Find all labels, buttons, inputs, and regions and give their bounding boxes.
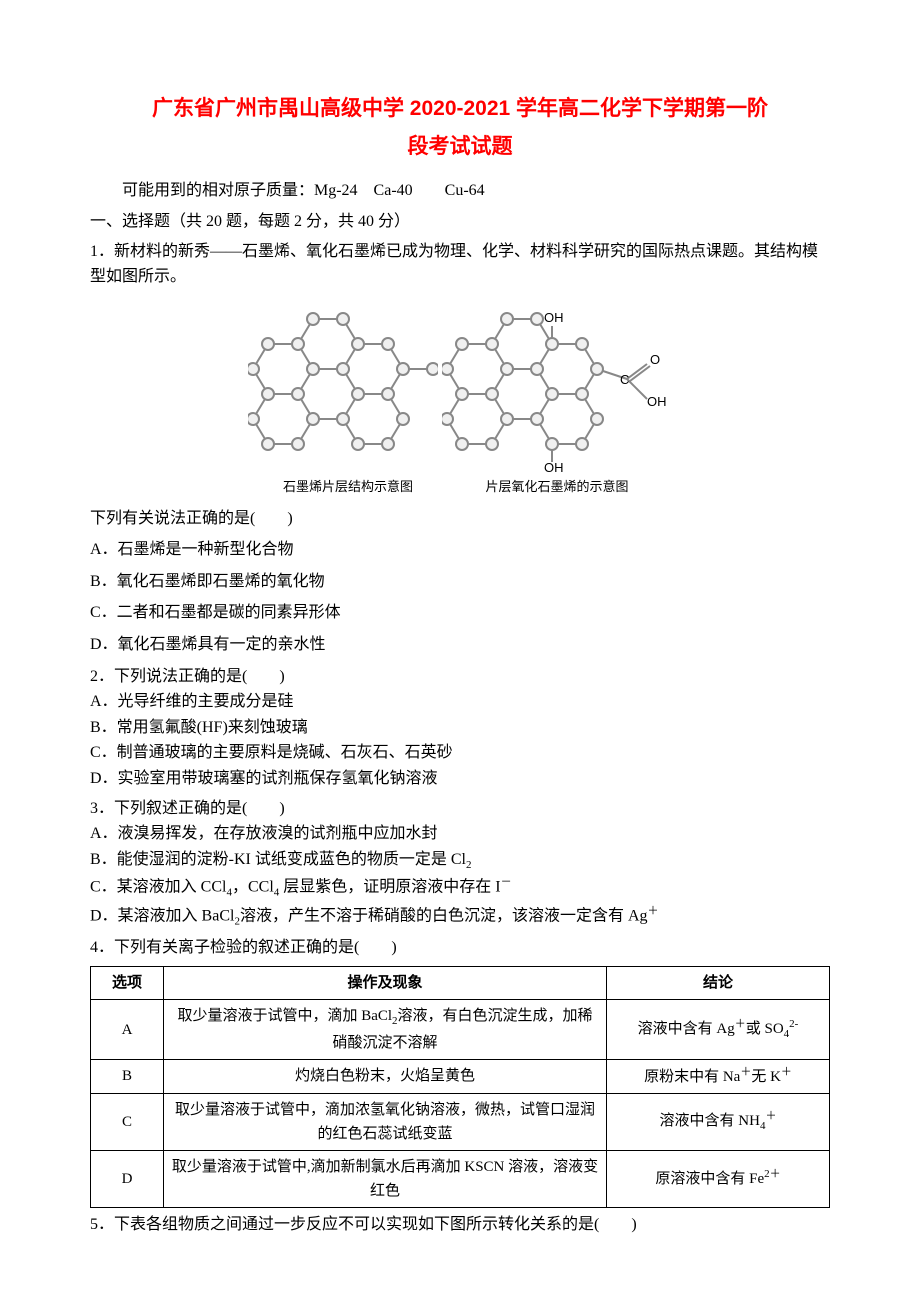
res-b-sup2: ＋ <box>781 1066 792 1078</box>
title-line-2: 段考试试题 <box>90 128 830 166</box>
table-row-b: B 灼烧白色粉末，火焰呈黄色 原粉末中有 Na＋无 K＋ <box>91 1059 830 1093</box>
opt-d: D <box>91 1150 164 1207</box>
res-c-pre: 溶液中含有 NH <box>660 1113 760 1129</box>
atomic-mass-info: 可能用到的相对原子质量：Mg-24 Ca-40 Cu-64 <box>90 178 830 204</box>
oh-label-top: OH <box>544 310 564 325</box>
q1-stem: 1．新材料的新秀——石墨烯、氧化石墨烯已成为物理、化学、材料科学研究的国际热点课… <box>90 239 830 290</box>
fig2-caption: 片层氧化石墨烯的示意图 <box>447 477 667 498</box>
q2-choice-a: A．光导纤维的主要成分是硅 <box>90 689 830 715</box>
question-1: 1．新材料的新秀——石墨烯、氧化石墨烯已成为物理、化学、材料科学研究的国际热点课… <box>90 239 830 658</box>
q3-c-tail: 层显紫色，证明原溶液中存在 I <box>279 879 500 896</box>
res-b: 原粉末中有 Na＋无 K＋ <box>607 1059 830 1093</box>
op-a-pre: 取少量溶液于试管中，滴加 BaCl <box>177 1008 392 1024</box>
res-a-pre: 溶液中含有 Ag <box>638 1021 735 1037</box>
res-b-mid: 无 K <box>751 1069 781 1085</box>
q1-figures: OH OH C O OH 石墨烯片层结构示意图 片层氧化石墨烯的示意图 <box>90 304 830 500</box>
q3-b-sub: 2 <box>466 859 472 871</box>
q1-choice-a: A．石墨烯是一种新型化合物 <box>90 537 830 563</box>
res-b-sup1: ＋ <box>740 1066 751 1078</box>
q3-d-mid: 溶液，产生不溶于稀硝酸的白色沉淀，该溶液一定含有 Ag <box>240 907 648 924</box>
q1-prompt: 下列有关说法正确的是( ) <box>90 506 830 532</box>
q3-choice-c: C．某溶液加入 CCl4，CCl4 层显紫色，证明原溶液中存在 I－ <box>90 874 830 902</box>
th-option: 选项 <box>91 967 164 1000</box>
res-c: 溶液中含有 NH4＋ <box>607 1093 830 1150</box>
ion-test-table: 选项 操作及现象 结论 A 取少量溶液于试管中，滴加 BaCl2溶液，有白色沉淀… <box>90 966 830 1208</box>
oxidized-graphene-figure: OH OH C O OH <box>442 304 672 474</box>
op-c: 取少量溶液于试管中，滴加浓氢氧化钠溶液，微热，试管口湿润的红色石蕊试纸变蓝 <box>164 1093 607 1150</box>
q1-choice-b: B．氧化石墨烯即石墨烯的氧化物 <box>90 569 830 595</box>
res-b-pre: 原粉末中有 Na <box>644 1069 740 1085</box>
q5-stem: 5．下表各组物质之间通过一步反应不可以实现如下图所示转化关系的是( ) <box>90 1212 830 1238</box>
o-label: O <box>650 352 660 367</box>
oh-label-right: OH <box>647 394 667 409</box>
q3-c-pre: C．某溶液加入 CCl <box>90 879 226 896</box>
title-line-1: 广东省广州市禺山高级中学 2020-2021 学年高二化学下学期第一阶 <box>90 90 830 128</box>
figure-captions: 石墨烯片层结构示意图 片层氧化石墨烯的示意图 <box>90 474 830 500</box>
res-a: 溶液中含有 Ag＋或 SO42- <box>607 1000 830 1060</box>
graphene-figure <box>248 304 438 474</box>
op-d: 取少量溶液于试管中,滴加新制氯水后再滴加 KSCN 溶液，溶液变红色 <box>164 1150 607 1207</box>
table-row-d: D 取少量溶液于试管中,滴加新制氯水后再滴加 KSCN 溶液，溶液变红色 原溶液… <box>91 1150 830 1207</box>
op-b: 灼烧白色粉末，火焰呈黄色 <box>164 1059 607 1093</box>
opt-c: C <box>91 1093 164 1150</box>
q1-choice-d: D．氧化石墨烯具有一定的亲水性 <box>90 632 830 658</box>
table-row-c: C 取少量溶液于试管中，滴加浓氢氧化钠溶液，微热，试管口湿润的红色石蕊试纸变蓝 … <box>91 1093 830 1150</box>
oh-label-bottom: OH <box>544 460 564 474</box>
q1-choice-c: C．二者和石墨都是碳的同素异形体 <box>90 600 830 626</box>
res-a-sup2: 2- <box>789 1018 798 1030</box>
q3-choice-d: D．某溶液加入 BaCl2溶液，产生不溶于稀硝酸的白色沉淀，该溶液一定含有 Ag… <box>90 903 830 931</box>
q3-d-sup: ＋ <box>648 905 659 917</box>
section-1-heading: 一、选择题（共 20 题，每题 2 分，共 40 分） <box>90 209 830 235</box>
opt-a: A <box>91 1000 164 1060</box>
q3-b-pre: B．能使湿润的淀粉-KI 试纸变成蓝色的物质一定是 Cl <box>90 851 466 868</box>
q3-choice-b: B．能使湿润的淀粉-KI 试纸变成蓝色的物质一定是 Cl2 <box>90 847 830 875</box>
c-label: C <box>620 372 629 387</box>
res-c-sup: ＋ <box>765 1110 776 1122</box>
res-d-pre: 原溶液中含有 Fe <box>655 1171 764 1187</box>
q3-c-sup: － <box>501 876 512 888</box>
op-a: 取少量溶液于试管中，滴加 BaCl2溶液，有白色沉淀生成，加稀硝酸沉淀不溶解 <box>164 1000 607 1060</box>
question-2: 2．下列说法正确的是( ) A．光导纤维的主要成分是硅 B．常用氢氟酸(HF)来… <box>90 664 830 792</box>
q2-choice-d: D．实验室用带玻璃塞的试剂瓶保存氢氧化钠溶液 <box>90 766 830 792</box>
question-5: 5．下表各组物质之间通过一步反应不可以实现如下图所示转化关系的是( ) <box>90 1212 830 1238</box>
table-row-a: A 取少量溶液于试管中，滴加 BaCl2溶液，有白色沉淀生成，加稀硝酸沉淀不溶解… <box>91 1000 830 1060</box>
res-d-sup: 2＋ <box>764 1168 781 1180</box>
q3-stem: 3．下列叙述正确的是( ) <box>90 796 830 822</box>
res-a-sup1: ＋ <box>735 1018 746 1030</box>
question-4: 4．下列有关离子检验的叙述正确的是( ) 选项 操作及现象 结论 A 取少量溶液… <box>90 935 830 1208</box>
th-operation: 操作及现象 <box>164 967 607 1000</box>
question-3: 3．下列叙述正确的是( ) A．液溴易挥发，在存放液溴的试剂瓶中应加水封 B．能… <box>90 796 830 931</box>
res-a-mid: 或 SO <box>746 1021 784 1037</box>
fig1-caption: 石墨烯片层结构示意图 <box>253 477 443 498</box>
th-conclusion: 结论 <box>607 967 830 1000</box>
opt-b: B <box>91 1059 164 1093</box>
q4-stem: 4．下列有关离子检验的叙述正确的是( ) <box>90 935 830 961</box>
res-d: 原溶液中含有 Fe2＋ <box>607 1150 830 1207</box>
q3-d-pre: D．某溶液加入 BaCl <box>90 907 234 924</box>
table-header-row: 选项 操作及现象 结论 <box>91 967 830 1000</box>
q2-choice-c: C．制普通玻璃的主要原料是烧碱、石灰石、石英砂 <box>90 740 830 766</box>
q3-choice-a: A．液溴易挥发，在存放液溴的试剂瓶中应加水封 <box>90 821 830 847</box>
q2-choice-b: B．常用氢氟酸(HF)来刻蚀玻璃 <box>90 715 830 741</box>
q3-c-mid: ，CCl <box>232 879 274 896</box>
q2-stem: 2．下列说法正确的是( ) <box>90 664 830 690</box>
exam-page: 广东省广州市禺山高级中学 2020-2021 学年高二化学下学期第一阶 段考试试… <box>0 0 920 1302</box>
